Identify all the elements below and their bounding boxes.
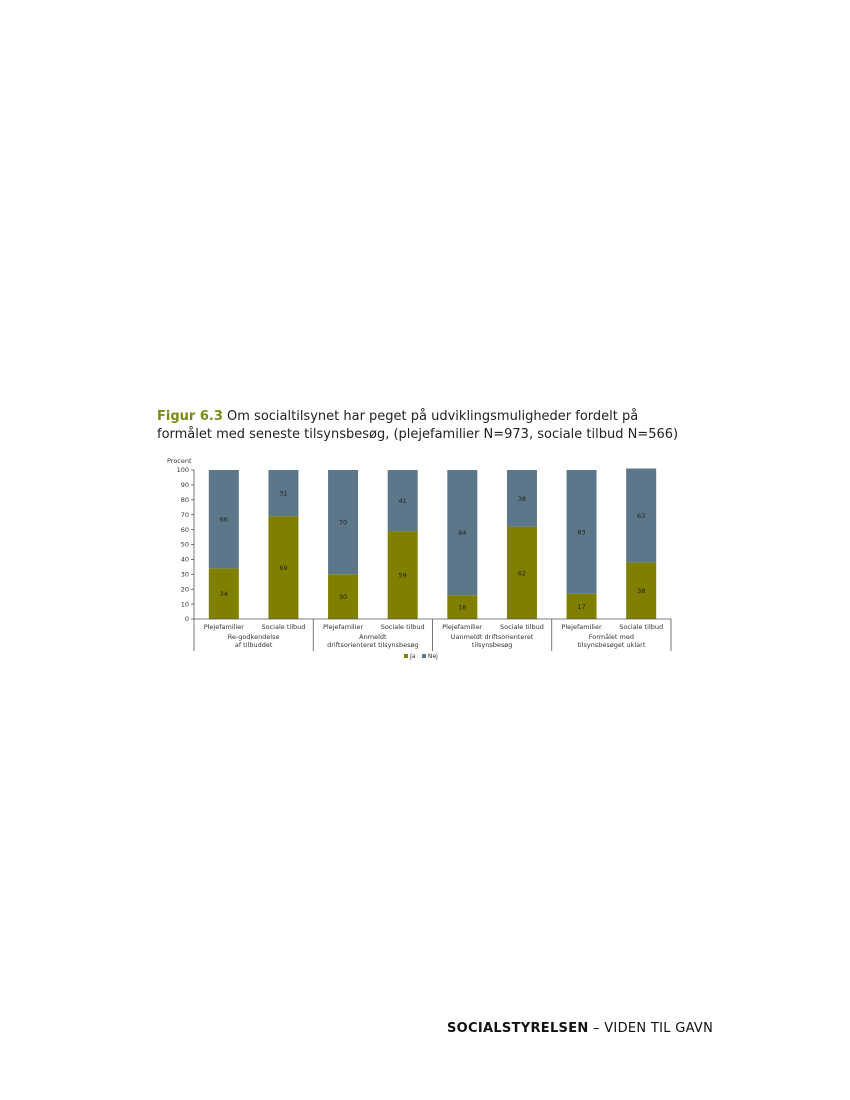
data-label: 30	[339, 593, 347, 601]
bar-ja	[506, 526, 537, 619]
bar-nej	[328, 470, 359, 575]
x-tick-label: Plejefamilier	[442, 623, 483, 631]
data-label: 63	[637, 512, 645, 520]
footer: SOCIALSTYRELSEN – VIDEN TIL GAVN	[447, 1021, 713, 1036]
data-label: 17	[577, 603, 585, 611]
y-tick-label: 40	[181, 556, 189, 564]
group-label: tilsynsbesøg	[472, 641, 513, 649]
x-tick-label: Sociale tilbud	[262, 623, 306, 631]
data-label: 59	[399, 572, 407, 580]
data-label: 38	[637, 587, 645, 595]
y-tick-label: 100	[177, 466, 189, 474]
bar-ja	[447, 595, 478, 619]
data-label: 34	[220, 590, 228, 598]
bar-ja	[208, 568, 239, 619]
data-label: 69	[279, 564, 287, 572]
bar-nej	[506, 470, 537, 527]
x-tick-label: Plejefamilier	[323, 623, 364, 631]
legend-label: Ja	[409, 653, 416, 660]
data-label: 84	[458, 529, 466, 537]
x-tick-label: Sociale tilbud	[500, 623, 544, 631]
bar-ja	[566, 593, 597, 619]
bar-nej	[566, 470, 597, 594]
bar-nej	[626, 468, 657, 563]
data-label: 62	[518, 569, 526, 577]
x-tick-label: Sociale tilbud	[381, 623, 425, 631]
data-label: 66	[220, 516, 228, 524]
group-label: Formålet med	[589, 632, 634, 641]
group-label: Re-godkendelse	[228, 633, 280, 641]
y-axis-label: Procent	[167, 457, 192, 465]
stacked-bar-chart: Procent 0 10 20 30 40 50 60 70 80 90 100 34 66 69 31 30 7…	[167, 457, 672, 660]
figure-caption-text: Om socialtilsynet har peget på udvikling…	[157, 409, 679, 442]
y-tick-label: 60	[181, 526, 189, 534]
legend-swatch-ja	[404, 654, 408, 658]
y-tick-label: 0	[185, 615, 189, 623]
data-label: 41	[399, 497, 407, 505]
bar-ja	[268, 516, 299, 619]
data-label: 31	[279, 490, 287, 498]
x-tick-label: Plejefamilier	[561, 623, 602, 631]
group-label: driftsorienteret tilsynsbesøg	[327, 641, 419, 649]
y-tick-label: 30	[181, 571, 189, 579]
x-tick-label: Sociale tilbud	[619, 623, 663, 631]
bar-nej	[268, 470, 299, 517]
data-label: 38	[518, 495, 526, 503]
y-tick-label: 80	[181, 496, 189, 504]
y-tick-label: 70	[181, 511, 189, 519]
bar-ja	[626, 562, 657, 619]
group-label: Uanmeldt driftsorienteret	[451, 633, 534, 641]
bar-nej	[447, 470, 478, 596]
data-label: 83	[577, 528, 585, 536]
y-tick-label: 10	[181, 600, 189, 608]
data-label: 16	[458, 604, 466, 612]
bar-nej	[387, 470, 418, 532]
bar-nej	[208, 470, 239, 569]
figure-label: Figur 6.3	[157, 409, 223, 424]
bar-ja	[387, 531, 418, 619]
footer-brand: SOCIALSTYRELSEN	[447, 1021, 589, 1036]
y-tick-label: 50	[181, 541, 189, 549]
bar-ja	[328, 574, 359, 619]
y-tick-label: 20	[181, 585, 189, 593]
legend-label: Nej	[428, 653, 438, 660]
group-label: af tilbuddet	[235, 641, 273, 649]
data-label: 70	[339, 519, 347, 527]
y-tick-label: 90	[181, 481, 189, 489]
group-label: Anmeldt	[359, 633, 387, 641]
legend-swatch-nej	[422, 654, 426, 658]
group-label: tilsynsbesøget uklart	[577, 641, 645, 649]
figure-caption: Figur 6.3 Om socialtilsynet har peget på…	[157, 408, 697, 444]
footer-tagline: – VIDEN TIL GAVN	[588, 1021, 714, 1036]
x-tick-label: Plejefamilier	[204, 623, 245, 631]
